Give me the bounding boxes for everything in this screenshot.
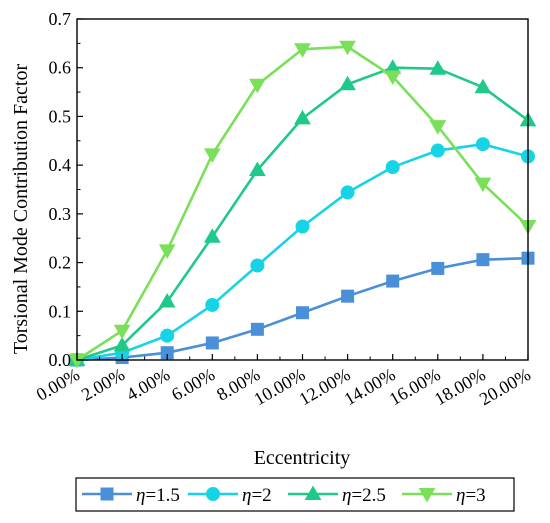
data-point <box>476 253 490 267</box>
y-tick-label: 0.4 <box>49 155 72 175</box>
data-point <box>294 109 311 125</box>
legend-label: η=3 <box>456 485 486 506</box>
data-point <box>249 161 266 177</box>
series-line <box>76 142 529 362</box>
plot-area <box>68 40 537 369</box>
y-tick-label: 0.7 <box>49 9 72 29</box>
data-point <box>475 137 490 152</box>
y-tick-label: 0.3 <box>49 204 72 224</box>
data-point <box>203 148 221 163</box>
x-tick-label: 4.00% <box>123 364 173 405</box>
data-point <box>158 293 176 308</box>
legend-item: η=2 <box>188 485 272 506</box>
data-point <box>384 70 402 85</box>
data-point <box>474 177 492 193</box>
y-tick-label: 0.5 <box>49 106 72 126</box>
x-axis-title: Eccentricity <box>254 447 351 469</box>
legend-symbol: η <box>456 485 465 506</box>
legend-marker <box>100 487 114 501</box>
legend-marker <box>206 487 220 501</box>
data-point <box>158 244 176 259</box>
y-tick-label: 0.6 <box>49 58 72 78</box>
x-tick-label: 20.00% <box>476 364 534 409</box>
series-4 <box>68 40 537 369</box>
data-point <box>249 78 266 94</box>
data-point <box>340 185 355 200</box>
x-tick-label: 0.00% <box>33 364 83 405</box>
data-point <box>295 219 310 234</box>
legend-marker <box>418 488 436 503</box>
data-point <box>474 78 492 94</box>
data-point <box>339 75 356 91</box>
legend-marker <box>304 485 322 500</box>
legend-value: =3 <box>465 485 485 506</box>
data-point <box>113 324 131 340</box>
legend-label: η=2 <box>242 485 272 506</box>
data-point <box>294 43 311 58</box>
data-point <box>250 258 265 273</box>
legend-item: η=1.5 <box>82 485 180 506</box>
legend-item: η=2.5 <box>288 485 386 506</box>
x-tick-label: 6.00% <box>168 364 218 405</box>
data-point <box>385 160 400 175</box>
data-point <box>205 336 219 350</box>
data-point <box>431 261 445 275</box>
legend-label: η=2.5 <box>342 485 386 506</box>
series-3 <box>68 59 537 366</box>
series-2 <box>70 137 535 367</box>
x-tick-label: 12.00% <box>296 364 354 409</box>
legend-value: =1.5 <box>145 485 179 506</box>
y-tick-label: 0.1 <box>49 301 72 321</box>
data-point <box>250 322 264 336</box>
data-point <box>203 228 221 243</box>
data-point <box>386 274 400 288</box>
x-tick-label: 18.00% <box>431 364 489 409</box>
data-point <box>339 40 356 56</box>
y-axis-title: Torsional Mode Contribution Factor <box>10 64 32 355</box>
data-point <box>160 328 175 343</box>
data-point <box>430 143 445 158</box>
x-tick-label: 16.00% <box>386 364 444 409</box>
legend-symbol: η <box>242 485 251 506</box>
data-point <box>429 60 447 75</box>
x-tick-label: 10.00% <box>250 364 308 409</box>
data-point <box>429 120 447 135</box>
series-1 <box>70 251 535 367</box>
legend-value: =2.5 <box>351 485 385 506</box>
data-point <box>205 297 220 312</box>
legend-value: =2 <box>251 485 271 506</box>
legend-symbol: η <box>136 485 145 506</box>
legend-symbol: η <box>342 485 351 506</box>
legend: η=1.5 η=2 η=2.5 η=3 <box>75 477 515 512</box>
y-tick-label: 0.2 <box>49 253 72 273</box>
legend-label: η=1.5 <box>136 485 180 506</box>
legend-item: η=3 <box>402 485 486 506</box>
x-tick-label: 2.00% <box>78 364 128 405</box>
data-point <box>113 336 131 352</box>
data-point <box>296 306 309 320</box>
x-tick-label: 14.00% <box>341 364 399 409</box>
y-tick-label: 0.0 <box>49 350 72 370</box>
data-point <box>341 289 355 303</box>
